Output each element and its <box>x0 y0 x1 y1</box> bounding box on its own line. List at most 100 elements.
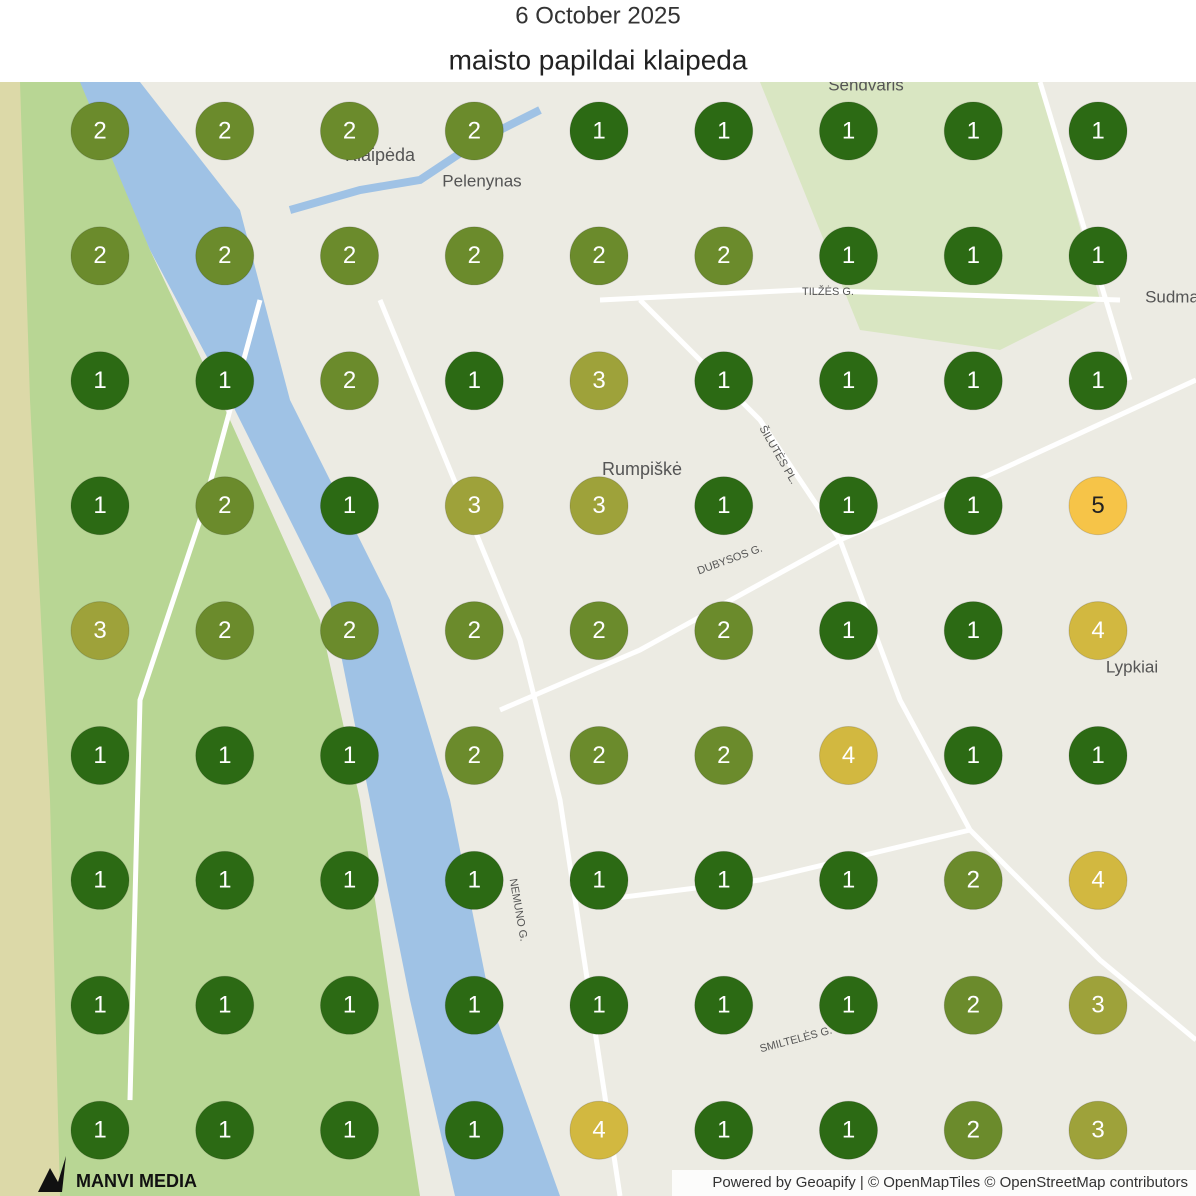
rank-circle <box>195 975 255 1035</box>
rank-circle <box>195 726 255 785</box>
rank-label: 1 <box>967 742 980 769</box>
rank-circle <box>694 351 754 411</box>
rank-label: 2 <box>343 117 356 144</box>
rank-label: 2 <box>468 617 481 644</box>
rank-circle <box>943 850 1003 910</box>
rank-circle <box>1068 850 1128 910</box>
rank-label: 1 <box>842 117 855 144</box>
map-label: TILŽĖS G. <box>802 285 854 298</box>
rank-circle <box>320 850 379 910</box>
rank-circle <box>694 101 754 161</box>
rank-circle <box>1068 601 1128 661</box>
rank-circle <box>569 850 629 910</box>
rank-circle <box>1068 726 1128 785</box>
rank-label: 2 <box>717 742 730 769</box>
rank-label: 1 <box>218 742 231 769</box>
rank-label: 1 <box>717 867 730 894</box>
lagoon <box>80 82 560 1196</box>
rank-label: 1 <box>93 367 106 394</box>
rank-label: 2 <box>717 617 730 644</box>
rank-label: 2 <box>468 242 481 269</box>
rank-circle <box>1068 476 1128 536</box>
rank-label: 1 <box>1091 242 1104 269</box>
rank-label: 2 <box>218 242 231 269</box>
rank-circle <box>569 726 629 785</box>
rank-label: 4 <box>1091 617 1104 644</box>
rank-circle <box>70 1100 130 1160</box>
rank-circle <box>819 850 878 910</box>
rank-circle <box>694 1100 754 1160</box>
rank-circle <box>70 726 130 785</box>
rank-label: 1 <box>93 867 106 894</box>
rank-label: 1 <box>343 867 356 894</box>
rank-circle <box>694 476 754 536</box>
rank-circle <box>444 601 504 661</box>
rank-label: 2 <box>218 117 231 144</box>
rank-label: 1 <box>592 992 605 1019</box>
rank-label: 1 <box>967 242 980 269</box>
rank-label: 2 <box>592 242 605 269</box>
rank-circle <box>195 476 255 536</box>
title: maisto papildai klaipeda <box>449 44 748 75</box>
rank-label: 1 <box>842 617 855 644</box>
rank-label: 2 <box>343 617 356 644</box>
rank-circle <box>1068 101 1128 161</box>
rank-label: 3 <box>93 617 106 644</box>
map-label: Lypkiai <box>1106 657 1158 676</box>
rank-label: 2 <box>218 492 231 519</box>
rank-circle <box>943 1100 1003 1160</box>
rank-circle <box>819 476 878 536</box>
rank-circle <box>70 101 130 161</box>
rank-circle <box>444 726 504 785</box>
rank-circle <box>694 850 754 910</box>
rank-label: 2 <box>592 742 605 769</box>
rank-circle <box>444 476 504 536</box>
rank-label: 1 <box>842 242 855 269</box>
rank-circle <box>943 226 1003 286</box>
rank-label: 1 <box>717 492 730 519</box>
rank-label: 1 <box>842 492 855 519</box>
rank-circle <box>320 476 379 536</box>
rank-circle <box>70 975 130 1035</box>
rank-circle <box>819 1100 878 1160</box>
rank-circle <box>943 975 1003 1035</box>
rank-label: 1 <box>218 367 231 394</box>
rank-circle <box>694 975 754 1035</box>
rank-label: 1 <box>343 742 356 769</box>
rank-circle <box>819 975 878 1035</box>
rank-circle <box>195 601 255 661</box>
rank-circle <box>320 226 379 286</box>
rank-label: 2 <box>967 992 980 1019</box>
rank-circle <box>569 601 629 661</box>
rank-label: 1 <box>343 992 356 1019</box>
rank-label: 3 <box>468 492 481 519</box>
rank-circle <box>943 476 1003 536</box>
rank-circle <box>70 476 130 536</box>
rank-label: 1 <box>343 1117 356 1144</box>
rank-circle <box>444 226 504 286</box>
map-label: Sudma <box>1145 287 1196 306</box>
rank-label: 1 <box>1091 742 1104 769</box>
rank-circle <box>320 601 379 661</box>
rank-label: 2 <box>592 617 605 644</box>
rank-circle <box>320 1100 379 1160</box>
rank-label: 1 <box>343 492 356 519</box>
rank-circle <box>444 850 504 910</box>
rank-label: 1 <box>468 992 481 1019</box>
rank-label: 1 <box>842 992 855 1019</box>
rank-circle <box>320 351 379 411</box>
rank-label: 1 <box>1091 117 1104 144</box>
rank-circle <box>569 351 629 411</box>
rank-label: 1 <box>592 867 605 894</box>
rank-circle <box>943 726 1003 785</box>
map-label: Rumpiškė <box>602 459 682 479</box>
rank-circle <box>195 226 255 286</box>
rank-label: 1 <box>967 492 980 519</box>
rank-label: 1 <box>592 117 605 144</box>
rank-circle <box>444 975 504 1035</box>
rank-circle <box>320 975 379 1035</box>
rank-circle <box>943 101 1003 161</box>
logo-icon <box>38 1156 66 1192</box>
logo-text: MANVI MEDIA <box>76 1171 197 1191</box>
rank-label: 2 <box>717 242 730 269</box>
